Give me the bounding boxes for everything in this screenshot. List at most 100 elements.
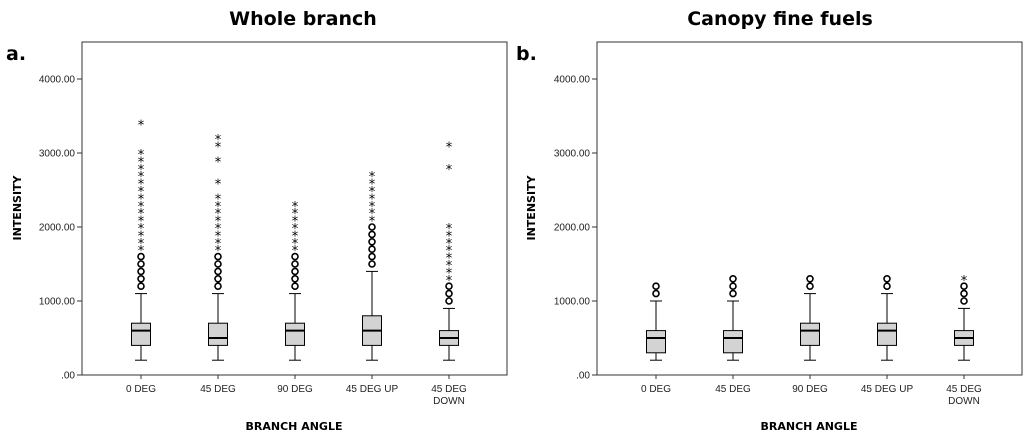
y-tick-label: 2000.00 [554,223,591,234]
outlier-point [291,282,299,291]
x-tick-label: 45 DEG [946,384,982,395]
extreme-point: * [446,274,453,289]
y-tick-label: 3000.00 [554,149,591,160]
outlier-point [137,274,145,283]
chart-title: Whole branch [229,8,377,30]
extreme-point: * [138,185,145,200]
outlier-point [137,267,145,276]
outlier-point [652,289,660,298]
outlier-point [214,282,222,291]
outlier-point [368,238,376,246]
box [208,322,228,346]
outlier-point [368,252,376,261]
extreme-point: * [215,141,222,156]
extreme-point: * [215,178,222,193]
extreme-point: * [215,222,222,237]
outlier-point [214,274,222,283]
outlier-point [729,289,737,298]
x-tick-label: 90 DEG [792,384,828,395]
x-axis-label: BRANCH ANGLE [761,420,858,433]
extreme-point: * [138,237,145,252]
extreme-point: * [138,192,145,207]
extreme-point: * [215,155,222,170]
extreme-point: * [961,274,968,289]
outlier-point [137,252,145,261]
panel-canopy-fine-fuels: Canopy fine fuels b. BRANCH ANGLE INTENS… [516,8,1023,433]
extreme-point: * [138,170,145,185]
extreme-point: * [446,244,453,259]
panel-letter: b. [516,43,537,65]
x-tick-label: 45 DEG [200,384,236,395]
x-tick-label: 45 DEG [715,384,751,395]
extreme-point: * [138,244,145,259]
extreme-point: * [215,244,222,259]
outlier-point [137,260,145,268]
outlier-point [291,260,299,268]
extreme-point: * [215,207,222,222]
outlier-point [291,274,299,283]
panel-letter: a. [6,43,26,65]
extreme-point: * [215,192,222,207]
outlier-point [960,282,968,291]
box [646,330,666,354]
extreme-point: * [369,192,376,207]
outlier-point [291,252,299,261]
extreme-point: * [215,133,222,148]
extreme-point: * [215,215,222,230]
outlier-point [214,267,222,276]
y-tick-label: 4000.00 [39,75,76,86]
box [285,322,305,346]
extreme-point: * [446,163,453,178]
extreme-point: * [369,170,376,185]
outlier-point [729,274,737,283]
outlier-point [445,289,453,298]
extreme-point: * [369,178,376,193]
x-tick-label: 45 DEG UP [346,384,399,395]
extreme-point: * [292,229,299,244]
y-tick-label: 2000.00 [39,223,76,234]
outlier-point [214,260,222,268]
y-axis-label: INTENSITY [525,174,538,240]
extreme-point: * [138,215,145,230]
extreme-point: * [369,207,376,222]
extreme-point: * [138,155,145,170]
extreme-point: * [138,200,145,215]
extreme-point: * [215,237,222,252]
outlier-point [368,260,376,268]
outlier-point [806,274,814,283]
x-tick-label: DOWN [433,396,465,407]
extreme-point: * [446,222,453,237]
y-tick-label: .00 [61,371,75,382]
outlier-point [960,289,968,298]
extreme-point: * [446,266,453,281]
extreme-point: * [292,222,299,237]
outlier-point [729,282,737,291]
extreme-point: * [446,141,453,156]
x-tick-label: 0 DEG [126,384,156,395]
x-tick-label: 0 DEG [641,384,671,395]
extreme-point: * [292,215,299,230]
outlier-point [883,274,891,283]
extreme-point: * [138,222,145,237]
extreme-point: * [292,237,299,252]
outlier-point [960,297,968,305]
box [800,322,820,346]
y-axis-label: INTENSITY [11,174,24,240]
extreme-point: * [446,259,453,274]
y-tick-label: .00 [576,371,590,382]
y-tick-label: 4000.00 [554,75,591,86]
outlier-point [806,282,814,291]
outlier-point [368,230,376,239]
extreme-point: * [215,200,222,215]
extreme-point: * [215,229,222,244]
extreme-point: * [138,178,145,193]
outlier-point [652,282,660,291]
y-tick-label: 3000.00 [39,149,76,160]
x-tick-label: 45 DEG [431,384,467,395]
x-tick-label: 90 DEG [277,384,313,395]
extreme-point: * [138,118,145,133]
extreme-point: * [138,229,145,244]
x-tick-label: 45 DEG UP [861,384,914,395]
box [131,322,151,346]
outlier-point [883,282,891,291]
